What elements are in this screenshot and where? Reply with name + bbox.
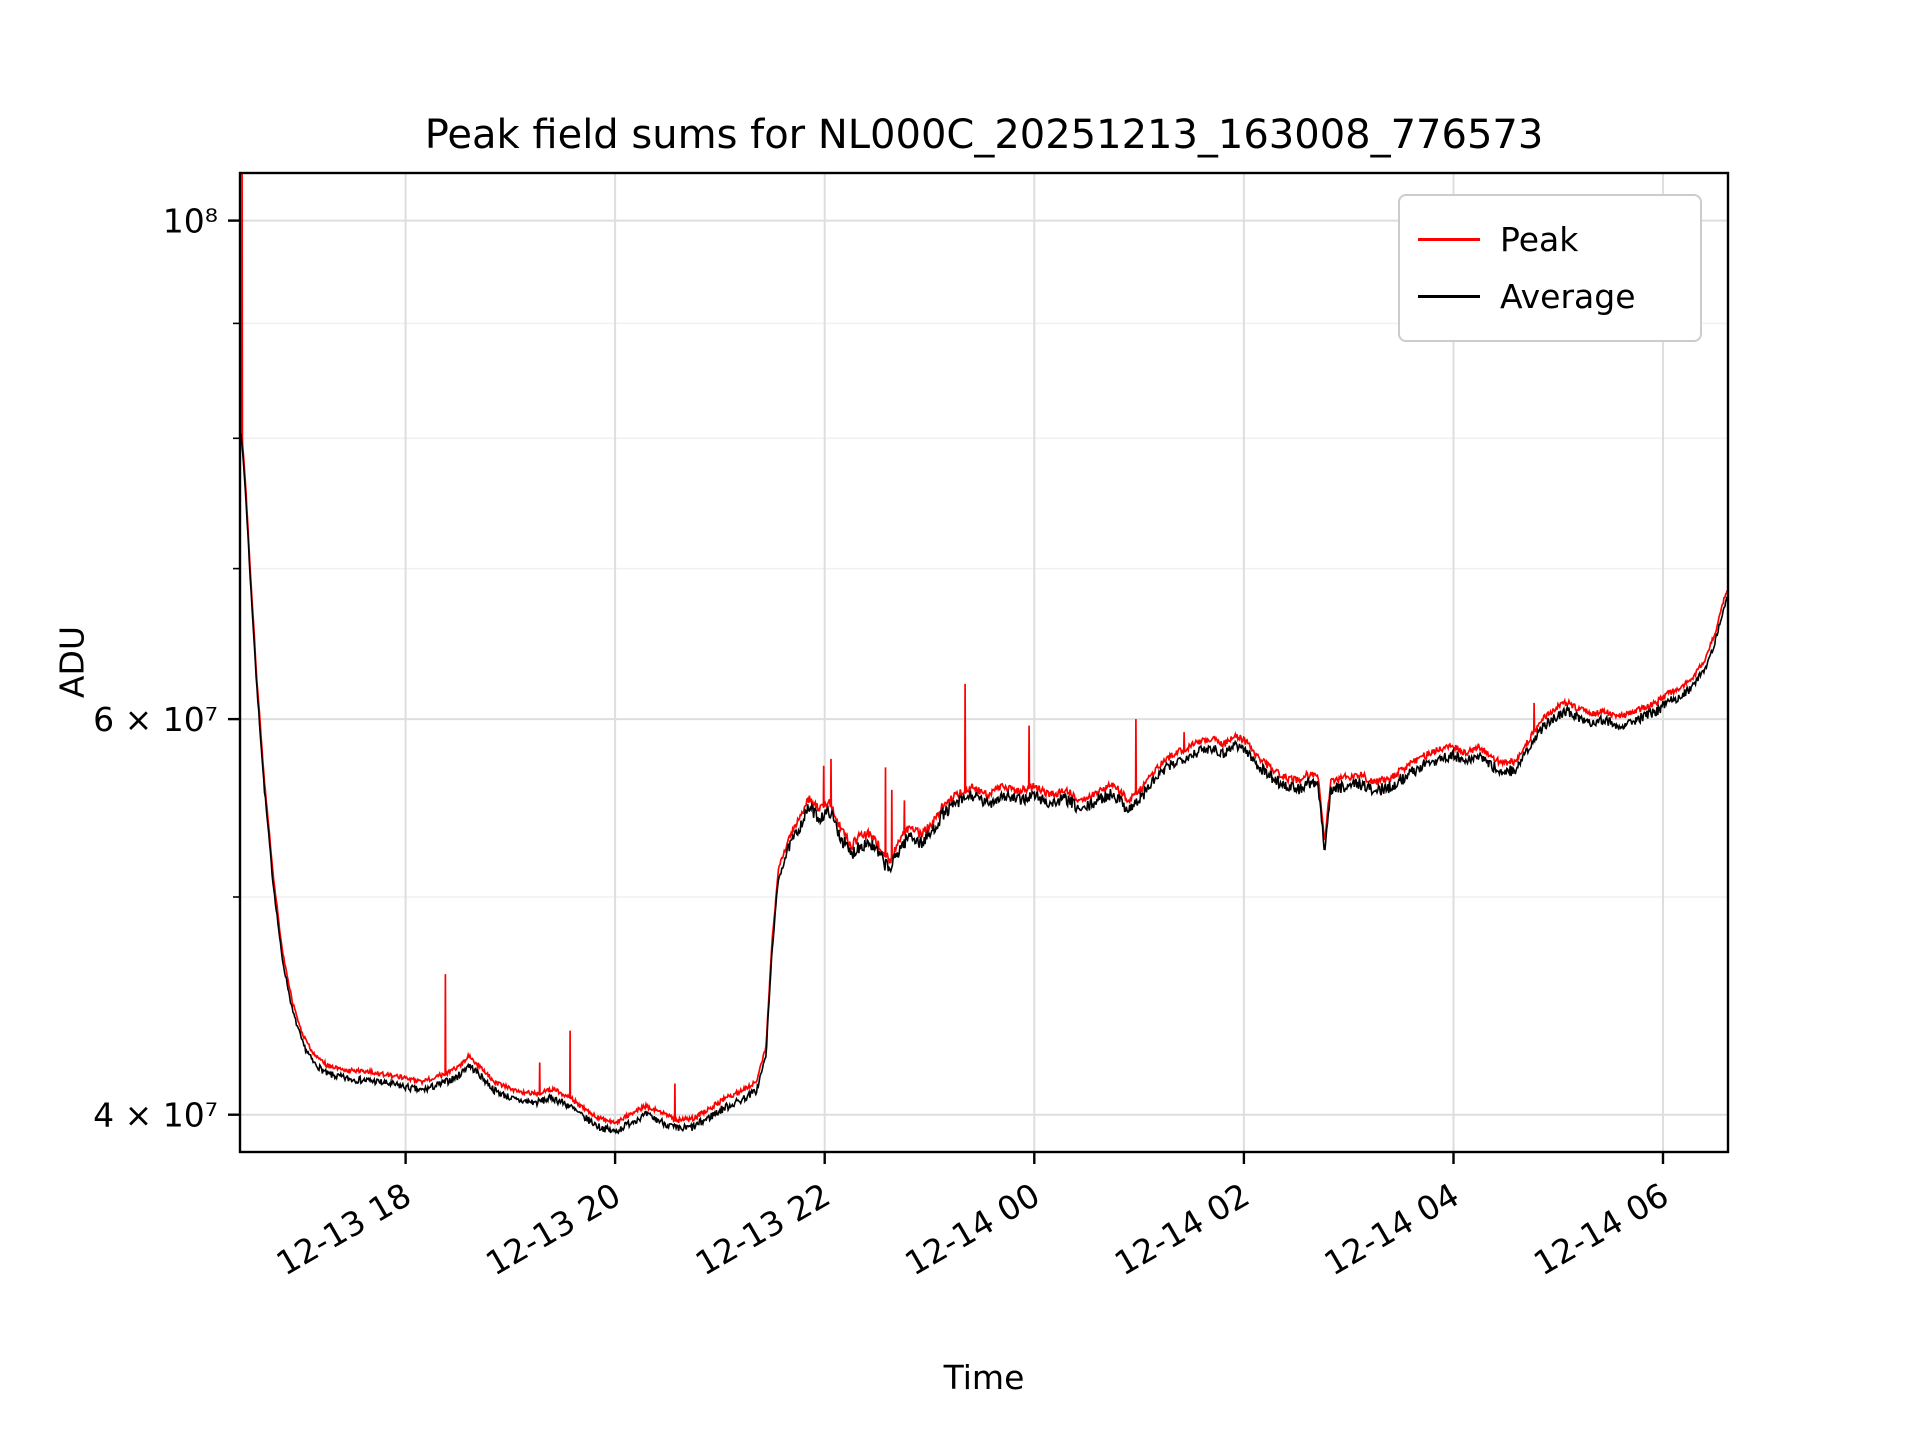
x-tick-label: 12-13 18	[270, 1175, 418, 1283]
x-tick-label: 12-13 22	[689, 1175, 837, 1283]
average-line-swatch	[1418, 295, 1480, 298]
x-tick-label: 12-14 06	[1527, 1175, 1675, 1283]
y-tick-label: 6 × 10⁷	[93, 700, 218, 739]
x-axis-label: Time	[943, 1358, 1025, 1397]
peak-series-line	[240, 173, 1728, 1126]
y-tick-label: 4 × 10⁷	[93, 1096, 218, 1135]
x-tick-label: 12-14 00	[898, 1175, 1046, 1283]
legend: Peak Average	[1398, 194, 1702, 342]
y-tick-label: 10⁸	[163, 202, 218, 241]
x-tick-label: 12-13 20	[479, 1175, 627, 1283]
x-tick-label: 12-14 02	[1108, 1175, 1256, 1283]
legend-entry-peak: Peak	[1418, 220, 1682, 259]
chart-title: Peak field sums for NL000C_20251213_1630…	[424, 112, 1544, 158]
average-series-line	[240, 433, 1728, 1135]
x-tick-label: 12-14 04	[1318, 1175, 1466, 1283]
legend-entry-average: Average	[1418, 277, 1682, 316]
peak-line-swatch	[1418, 238, 1480, 241]
legend-label-average: Average	[1500, 277, 1636, 316]
y-axis-label: ADU	[52, 625, 92, 699]
legend-label-peak: Peak	[1500, 220, 1579, 259]
